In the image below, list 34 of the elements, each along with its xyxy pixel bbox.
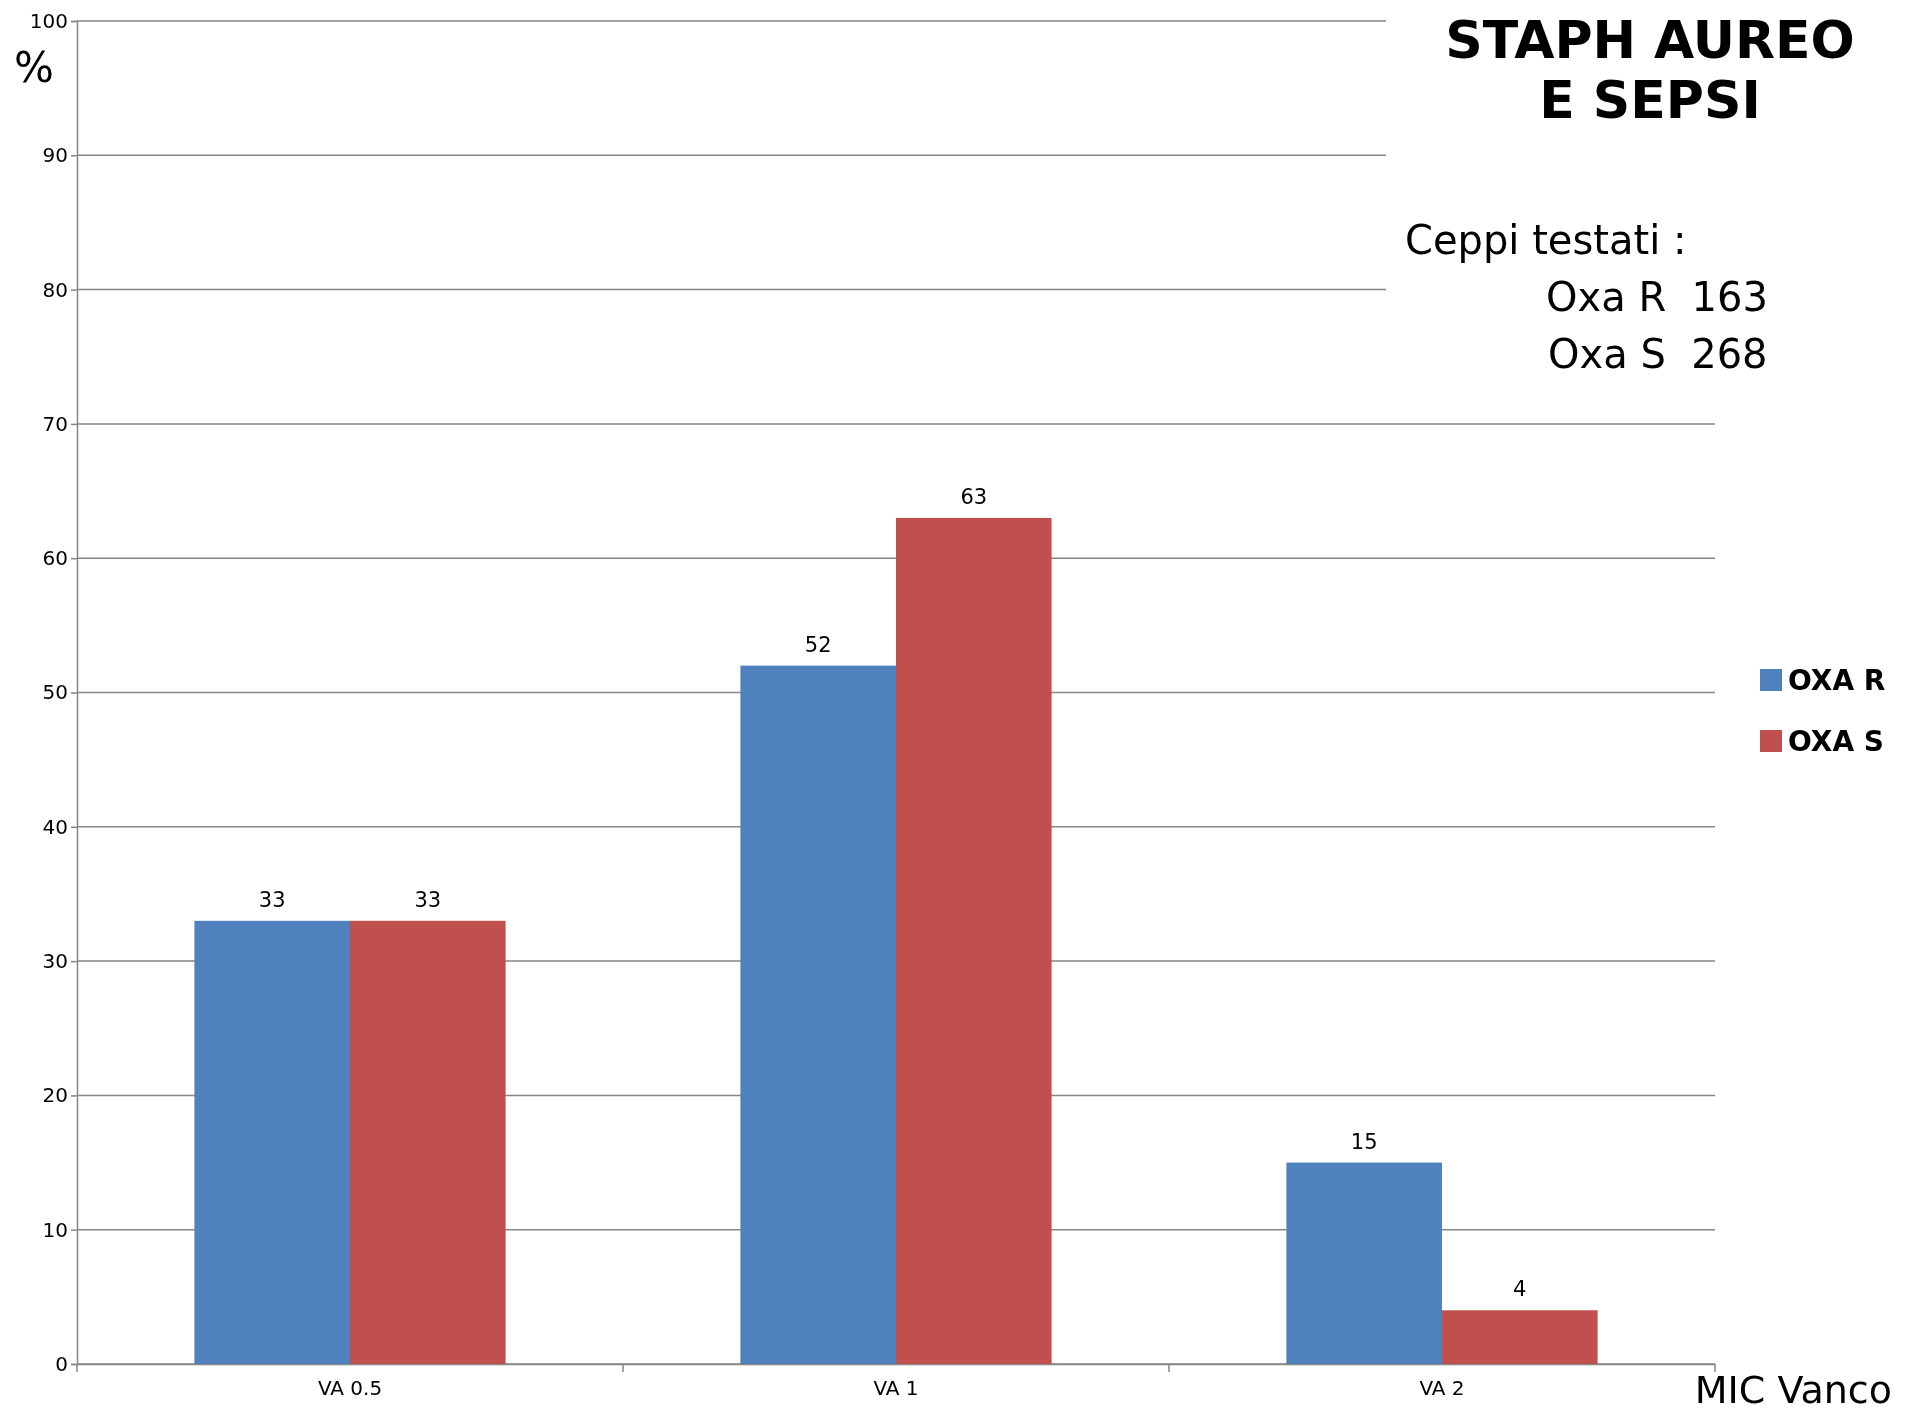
annotation: Ceppi testati : [1405, 217, 1687, 263]
y-tick-label: 20 [42, 1083, 68, 1108]
y-tick-label: 90 [42, 143, 68, 168]
y-tick-label: 80 [42, 277, 68, 302]
data-label: 52 [804, 632, 832, 657]
bar [1442, 1310, 1598, 1364]
data-label: 33 [258, 887, 286, 912]
x-tick-label: VA 0.5 [317, 1376, 383, 1400]
y-tick-label: 100 [29, 8, 68, 33]
data-label: 15 [1350, 1129, 1378, 1154]
bar [740, 665, 896, 1364]
legend-label: OXA S [1788, 725, 1884, 758]
annotation: Oxa R 163 [1546, 274, 1768, 320]
bar [194, 920, 350, 1364]
y-tick-label: 10 [42, 1217, 68, 1242]
y-tick-label: 40 [42, 814, 68, 839]
annotation: Oxa S 268 [1548, 331, 1768, 377]
bar [896, 517, 1052, 1364]
bar [1286, 1162, 1442, 1364]
y-tick-label: 30 [42, 949, 68, 973]
x-axis-title: MIC Vanco [1694, 1368, 1892, 1412]
data-label: 33 [414, 887, 442, 912]
legend-label: OXA R [1788, 664, 1886, 697]
y-tick-label: 70 [42, 411, 68, 436]
x-tick-label: VA 1 [873, 1376, 919, 1400]
x-tick-label: VA 2 [1419, 1376, 1465, 1400]
y-tick-label: 50 [42, 680, 68, 705]
chart-title: STAPH AUREO E SEPSI [1445, 10, 1855, 130]
data-label: 63 [960, 484, 988, 509]
y-tick-label: 0 [55, 1351, 68, 1376]
y-axis-title: % [14, 43, 54, 92]
data-label: 4 [1513, 1277, 1527, 1302]
bar [350, 920, 506, 1364]
y-tick-label: 60 [42, 546, 68, 571]
